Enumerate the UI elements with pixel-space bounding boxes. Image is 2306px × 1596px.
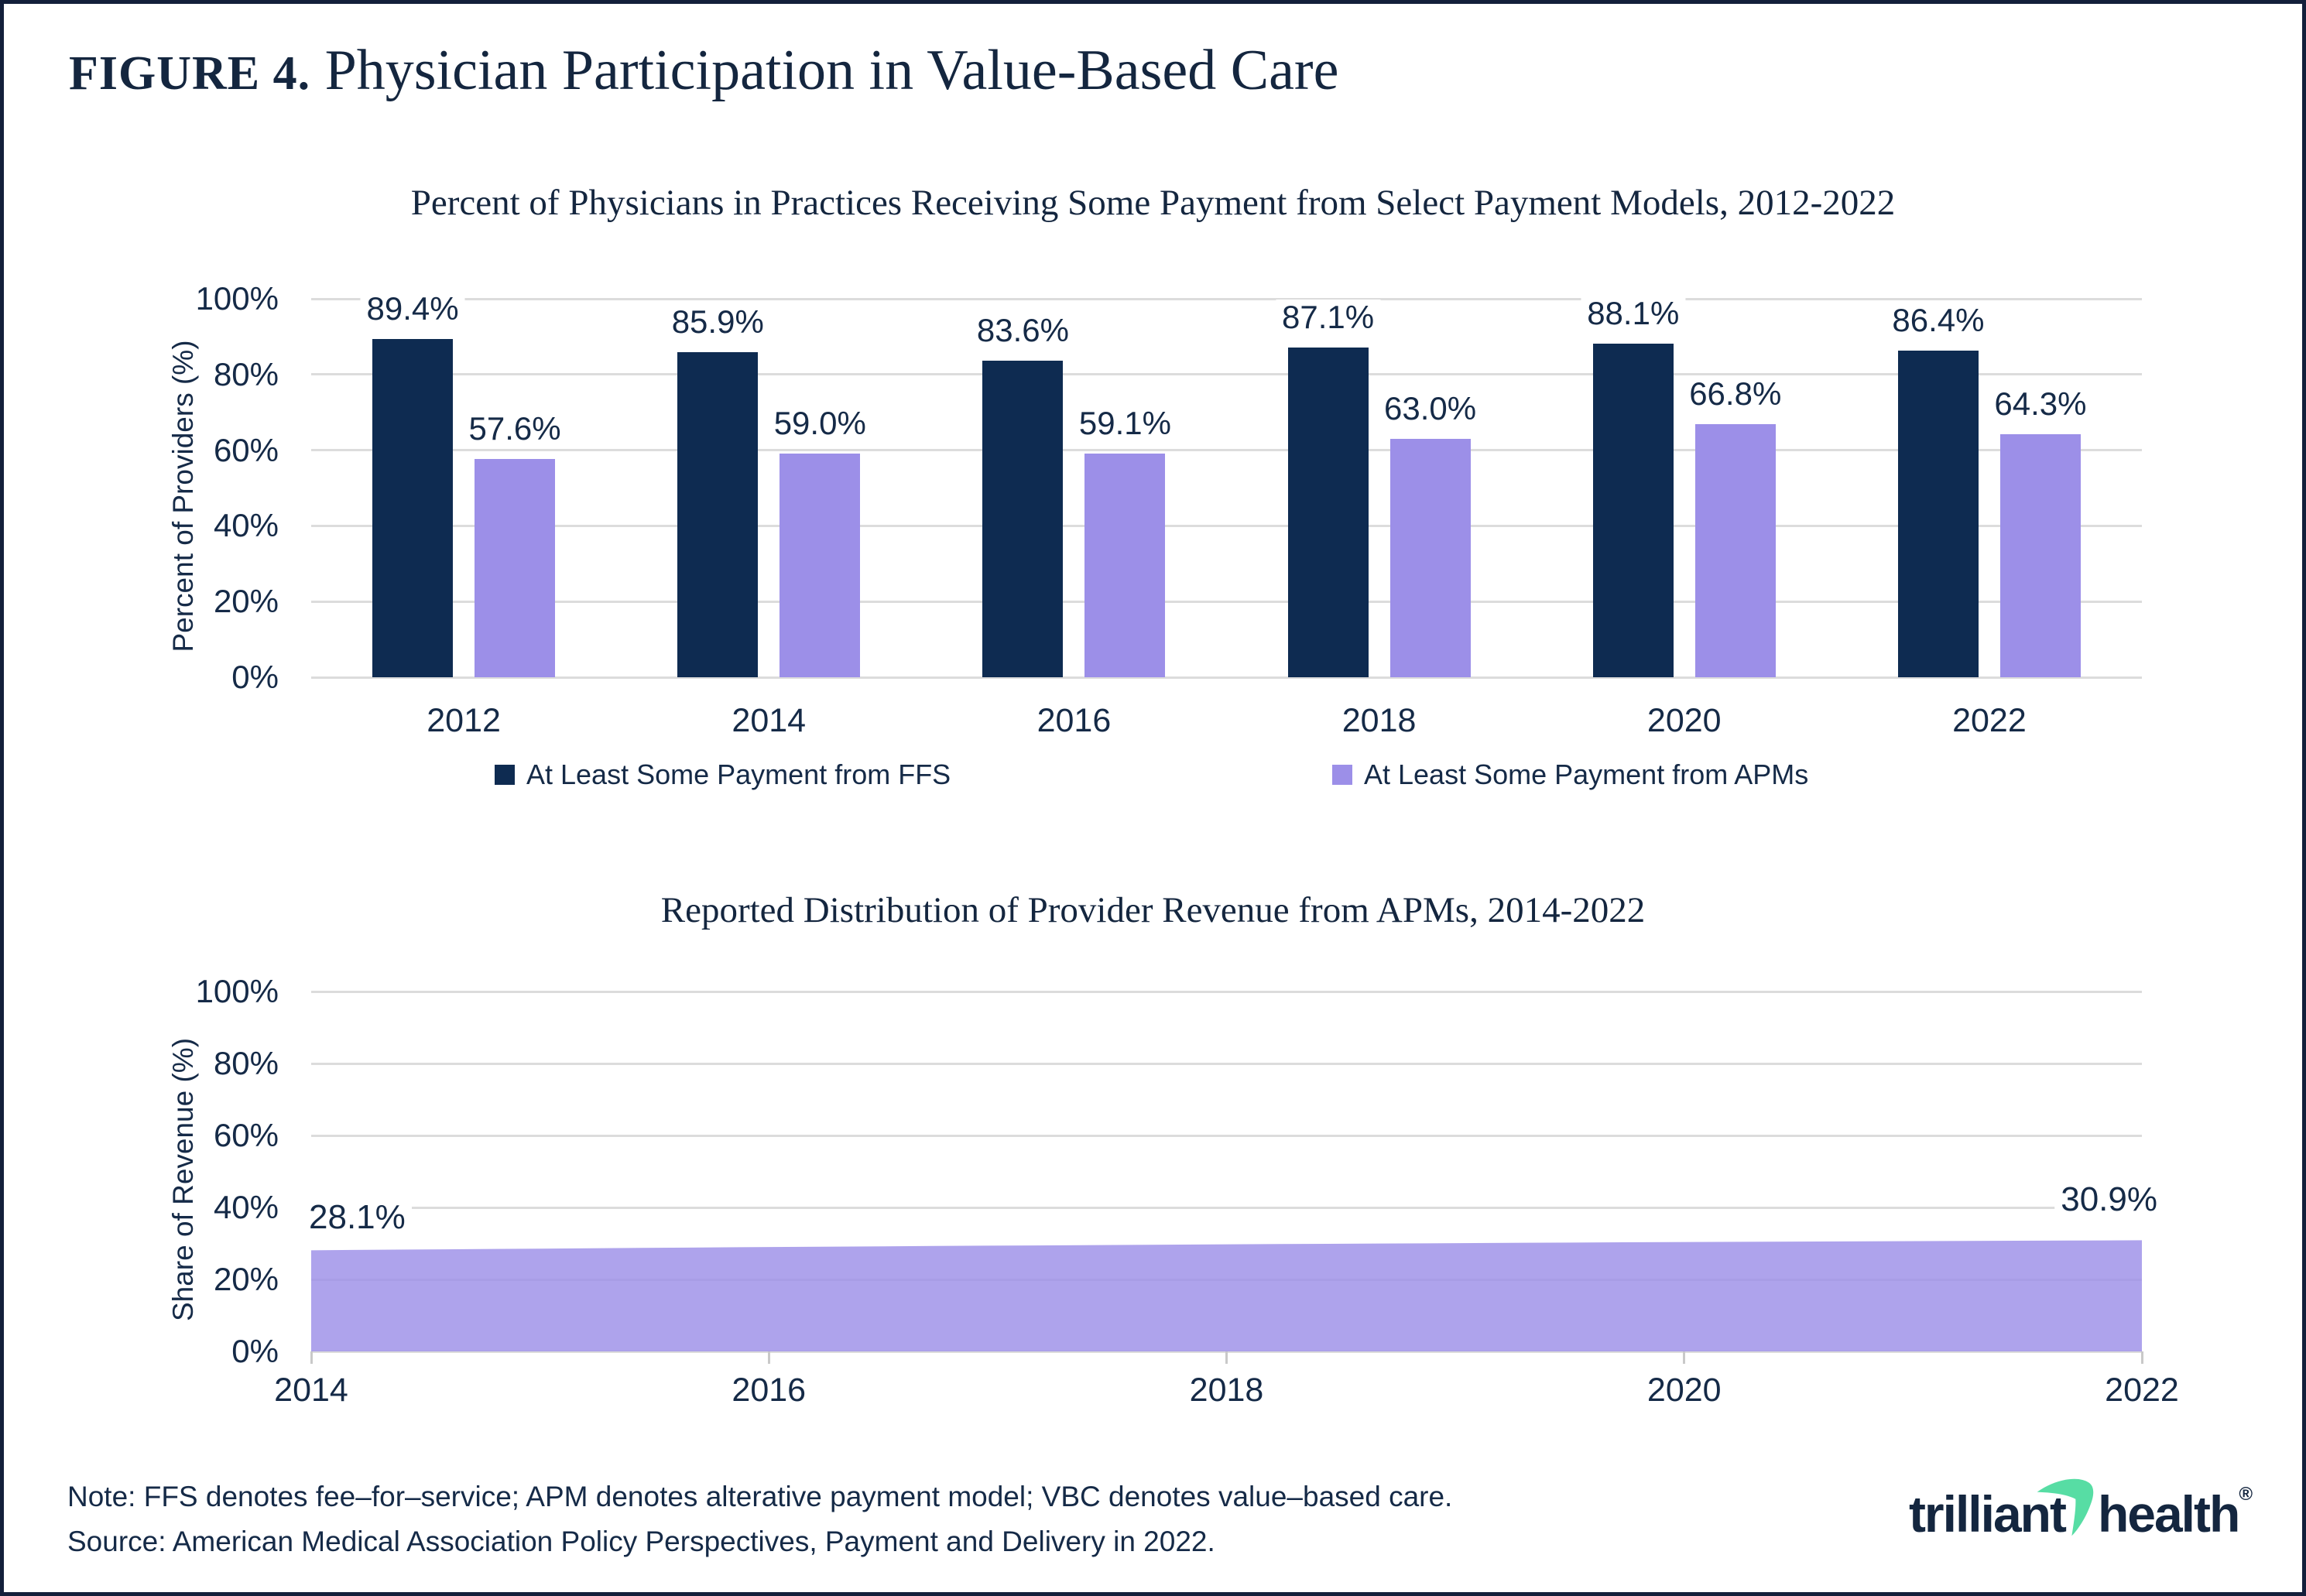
x-axis-year-label: 2020: [1646, 1372, 1722, 1409]
x-axis-year-label: 2014: [732, 702, 807, 739]
bar-ffs-2022: [1897, 350, 1979, 677]
x-axis-year-label: 2014: [274, 1372, 348, 1409]
x-axis-year-label: 2018: [1341, 702, 1417, 739]
gridline-80%: [311, 1062, 2142, 1065]
area-chart-y-axis-label: Share of Revenue (%): [167, 1037, 199, 1321]
legend-label: At Least Some Payment from APMs: [1364, 759, 1809, 790]
bar-value-label: 89.4%: [360, 290, 465, 327]
legend-swatch: [1332, 765, 1352, 785]
bar-value-label: 59.0%: [767, 406, 872, 442]
bar-apm-2016: [1084, 454, 1166, 677]
logo-word-trilliant: trilliant: [1908, 1485, 2067, 1543]
gridline-40%: [311, 524, 2142, 527]
apm-revenue-area-series: [311, 1240, 2142, 1351]
bar-chart-title: Percent of Physicians in Practices Recei…: [410, 183, 1896, 223]
legend-swatch: [495, 765, 515, 785]
bar-ffs-2018: [1287, 348, 1369, 677]
gridline-80%: [311, 373, 2142, 376]
bar-value-label: 87.1%: [1276, 300, 1381, 336]
trilliant-health-logo: trilliant health ®: [1908, 1478, 2253, 1543]
bar-value-label: 63.0%: [1378, 390, 1483, 426]
note-text: Note: FFS denotes fee–for–service; APM d…: [67, 1481, 1453, 1512]
y-tick-label: 20%: [213, 1261, 279, 1297]
bar-value-label: 64.3%: [1988, 385, 2093, 422]
gridline-40%: [311, 1206, 2142, 1209]
area-start-value-label: 28.1%: [303, 1199, 412, 1237]
gridline-0%: [311, 676, 2142, 679]
bar-value-label: 86.4%: [1886, 302, 1991, 338]
bar-apm-2014: [780, 454, 861, 677]
x-axis-year-label: 2022: [1952, 702, 2027, 739]
logo-word-health: health: [2097, 1485, 2240, 1543]
bar-apm-2020: [1694, 424, 1776, 677]
y-tick-label: 100%: [195, 973, 279, 1009]
gridline-60%: [311, 1134, 2142, 1137]
area-end-value-label: 30.9%: [2054, 1181, 2164, 1219]
bar-apm-2012: [475, 459, 556, 677]
area-chart-title: Reported Distribution of Provider Revenu…: [660, 890, 1646, 930]
x-tick-mark: [767, 1351, 770, 1364]
bar-ffs-2020: [1592, 344, 1674, 677]
figure-title: Physician Participation in Value-Based C…: [310, 39, 1339, 102]
bar-apm-2022: [1999, 433, 2081, 677]
y-tick-label: 40%: [213, 507, 279, 544]
bar-value-label: 66.8%: [1683, 376, 1788, 413]
y-tick-label: 20%: [213, 583, 279, 620]
y-tick-label: 60%: [213, 431, 279, 468]
bar-value-label: 57.6%: [462, 411, 567, 447]
gridline-100%: [311, 990, 2142, 993]
y-tick-label: 0%: [231, 1333, 279, 1369]
bar-ffs-2014: [677, 351, 759, 677]
y-tick-label: 40%: [213, 1189, 279, 1225]
bar-value-label: 88.1%: [1581, 296, 1686, 332]
x-axis-year-label: 2012: [427, 702, 501, 739]
bar-ffs-2016: [982, 361, 1064, 677]
gridline-60%: [311, 449, 2142, 452]
x-tick-mark: [1225, 1351, 1228, 1364]
x-tick-mark: [1683, 1351, 1686, 1364]
figure-title-row: FIGURE 4. Physician Participation in Val…: [69, 38, 1338, 104]
gridline-100%: [311, 297, 2142, 300]
figure-number-label: FIGURE 4.: [69, 47, 311, 100]
logo-swoosh-icon: [2037, 1478, 2094, 1536]
x-axis-year-label: 2022: [2105, 1372, 2179, 1409]
bar-chart-y-axis-label: Percent of Providers (%): [167, 339, 199, 652]
x-axis-year-label: 2018: [1189, 1372, 1264, 1409]
x-tick-mark: [2140, 1351, 2143, 1364]
bar-apm-2018: [1389, 438, 1471, 677]
x-axis-year-label: 2016: [1037, 702, 1112, 739]
y-tick-label: 60%: [213, 1117, 279, 1153]
bar-value-label: 83.6%: [970, 313, 1075, 349]
bar-ffs-2012: [372, 338, 454, 677]
legend-label: At Least Some Payment from FFS: [526, 759, 951, 790]
y-tick-label: 80%: [213, 1045, 279, 1081]
legend-item-ffs: At Least Some Payment from FFS: [495, 759, 951, 790]
gridline-20%: [311, 600, 2142, 603]
y-tick-label: 80%: [213, 355, 279, 392]
legend-item-apm: At Least Some Payment from APMs: [1332, 759, 1809, 790]
bar-value-label: 85.9%: [665, 303, 770, 340]
y-tick-label: 0%: [231, 659, 279, 695]
bar-value-label: 59.1%: [1072, 406, 1177, 441]
y-tick-label: 100%: [195, 280, 279, 317]
x-axis-year-label: 2016: [732, 1372, 807, 1409]
x-axis-year-label: 2020: [1646, 702, 1722, 739]
registered-trademark: ®: [2239, 1484, 2253, 1505]
source-text: Source: American Medical Association Pol…: [67, 1526, 1215, 1557]
x-tick-mark: [310, 1351, 313, 1364]
